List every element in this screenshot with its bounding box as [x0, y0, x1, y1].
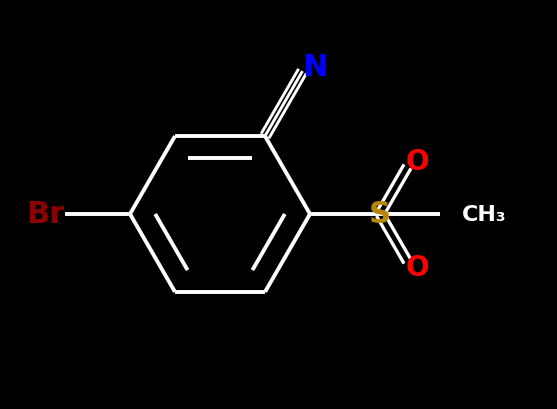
Text: Br: Br — [26, 200, 64, 229]
Text: O: O — [405, 253, 429, 281]
Text: S: S — [369, 200, 391, 229]
Text: O: O — [405, 148, 429, 176]
Text: CH₃: CH₃ — [462, 204, 507, 225]
Text: N: N — [302, 52, 327, 81]
